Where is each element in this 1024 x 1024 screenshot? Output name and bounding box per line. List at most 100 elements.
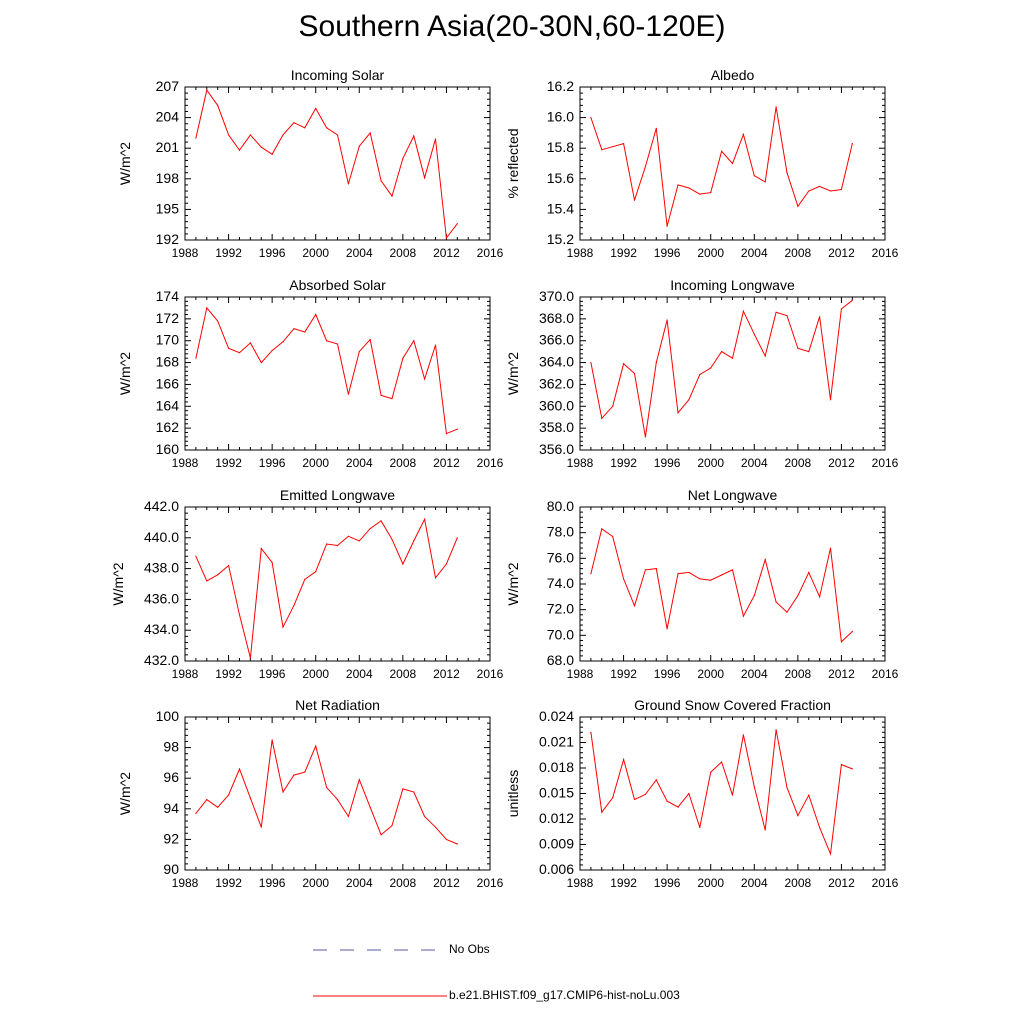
data-point bbox=[710, 579, 712, 581]
page-title: Southern Asia(20-30N,60-120E) bbox=[298, 10, 726, 43]
y-axis-label: W/m^2 bbox=[117, 352, 133, 395]
data-point bbox=[742, 734, 744, 736]
data-point bbox=[380, 834, 382, 836]
data-point bbox=[282, 134, 284, 136]
data-point bbox=[786, 172, 788, 174]
y-tick-label: 174 bbox=[156, 288, 180, 304]
x-tick-label: 2004 bbox=[346, 667, 373, 681]
data-point bbox=[249, 342, 251, 344]
data-point bbox=[282, 791, 284, 793]
data-point bbox=[840, 764, 843, 766]
data-point bbox=[721, 351, 723, 353]
data-point bbox=[271, 739, 273, 741]
data-point bbox=[742, 615, 744, 617]
x-tick-label: 2008 bbox=[785, 456, 812, 470]
data-point bbox=[590, 731, 592, 733]
data-point bbox=[786, 314, 788, 317]
data-point bbox=[666, 319, 668, 321]
data-point bbox=[369, 806, 371, 808]
y-axis-label: W/m^2 bbox=[505, 352, 521, 395]
y-tick-label: 94 bbox=[163, 800, 179, 816]
data-point bbox=[260, 146, 262, 148]
data-point bbox=[601, 417, 603, 419]
data-point bbox=[380, 520, 382, 522]
x-tick-label: 1992 bbox=[215, 876, 242, 890]
data-point bbox=[402, 157, 404, 159]
data-point bbox=[731, 794, 734, 796]
x-tick-label: 1988 bbox=[172, 456, 199, 470]
data-point bbox=[819, 826, 821, 829]
y-axis-label: % reflected bbox=[505, 128, 521, 198]
y-tick-label: 0.006 bbox=[539, 861, 574, 877]
data-point bbox=[688, 187, 690, 189]
data-point bbox=[445, 433, 448, 435]
x-tick-label: 2012 bbox=[828, 876, 855, 890]
data-point bbox=[271, 153, 273, 155]
data-point bbox=[677, 573, 679, 575]
chart-title: Absorbed Solar bbox=[289, 277, 386, 293]
data-point bbox=[336, 134, 339, 136]
data-point bbox=[391, 195, 393, 197]
x-tick-label: 1988 bbox=[172, 246, 199, 260]
data-point bbox=[304, 771, 306, 773]
data-point bbox=[819, 316, 821, 318]
x-tick-label: 2012 bbox=[828, 456, 855, 470]
chart-panel-8: Ground Snow Covered Fraction unitless 1988… bbox=[505, 697, 899, 890]
x-tick-label: 2004 bbox=[741, 456, 768, 470]
y-tick-label: 0.021 bbox=[539, 734, 574, 750]
plot-frame bbox=[184, 716, 491, 871]
chart-title: Net Longwave bbox=[688, 487, 778, 503]
data-point bbox=[227, 347, 230, 349]
y-tick-label: 160 bbox=[156, 441, 180, 457]
data-point bbox=[851, 299, 853, 301]
y-tick-label: 170 bbox=[156, 332, 180, 348]
data-point bbox=[434, 138, 437, 140]
data-point bbox=[786, 611, 788, 613]
y-tick-label: 72.0 bbox=[547, 601, 574, 617]
y-tick-label: 162 bbox=[156, 419, 180, 435]
data-point bbox=[721, 574, 723, 576]
data-point bbox=[829, 853, 832, 855]
data-point bbox=[688, 399, 690, 401]
x-tick-label: 2004 bbox=[741, 876, 768, 890]
data-point bbox=[721, 761, 723, 763]
x-tick-label: 1992 bbox=[610, 876, 637, 890]
data-point bbox=[644, 436, 646, 438]
x-tick-label: 2016 bbox=[477, 667, 504, 681]
y-tick-label: 0.012 bbox=[539, 810, 574, 826]
y-tick-label: 15.4 bbox=[547, 200, 574, 216]
y-tick-label: 207 bbox=[156, 78, 180, 94]
x-tick-label: 1992 bbox=[610, 456, 637, 470]
y-tick-label: 100 bbox=[156, 708, 180, 724]
data-point bbox=[655, 127, 657, 129]
data-point bbox=[293, 774, 295, 776]
x-tick-label: 2012 bbox=[433, 876, 460, 890]
data-point bbox=[315, 107, 317, 110]
x-tick-label: 2016 bbox=[872, 876, 899, 890]
x-tick-label: 1992 bbox=[215, 456, 242, 470]
data-point bbox=[456, 223, 458, 225]
data-point bbox=[402, 357, 404, 359]
y-tick-label: 76.0 bbox=[547, 549, 574, 565]
y-axis-label: W/m^2 bbox=[110, 562, 126, 605]
data-point bbox=[710, 191, 712, 194]
data-point bbox=[326, 786, 328, 788]
data-point bbox=[731, 357, 734, 359]
y-tick-label: 192 bbox=[156, 231, 180, 247]
data-point bbox=[424, 518, 426, 520]
x-tick-label: 2008 bbox=[390, 876, 417, 890]
data-point bbox=[666, 225, 668, 227]
data-point bbox=[622, 143, 625, 145]
data-point bbox=[293, 604, 295, 607]
data-point bbox=[819, 185, 821, 188]
x-tick-label: 1988 bbox=[567, 876, 594, 890]
plot-frame bbox=[579, 296, 886, 451]
data-point bbox=[227, 564, 230, 567]
data-point bbox=[612, 146, 614, 148]
data-point bbox=[786, 786, 788, 789]
data-point bbox=[797, 594, 799, 597]
plot-frame bbox=[184, 296, 491, 451]
x-tick-label: 1996 bbox=[259, 876, 286, 890]
y-tick-label: 0.009 bbox=[539, 836, 574, 852]
series-line-model bbox=[590, 729, 853, 856]
